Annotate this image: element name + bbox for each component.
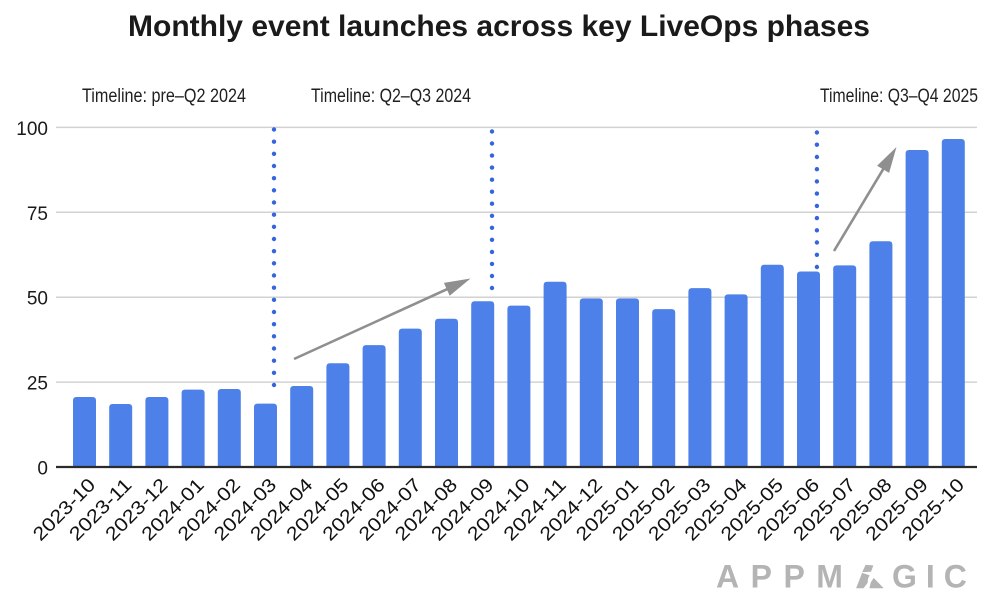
svg-text:Timeline: Q3–Q4 2025: Timeline: Q3–Q4 2025 xyxy=(820,86,978,107)
svg-text:Monthly event launches across: Monthly event launches across key LiveOp… xyxy=(128,10,870,43)
svg-text:Timeline: Q2–Q3 2024: Timeline: Q2–Q3 2024 xyxy=(311,86,471,107)
svg-text:100: 100 xyxy=(16,119,48,140)
svg-text:75: 75 xyxy=(27,204,48,225)
svg-text:50: 50 xyxy=(27,289,48,310)
svg-text:Timeline: pre–Q2 2024: Timeline: pre–Q2 2024 xyxy=(82,86,246,107)
svg-text:0: 0 xyxy=(37,459,48,480)
svg-text:GIC: GIC xyxy=(892,559,976,595)
svg-text:APPM: APPM xyxy=(716,559,854,595)
svg-text:25: 25 xyxy=(27,374,48,395)
